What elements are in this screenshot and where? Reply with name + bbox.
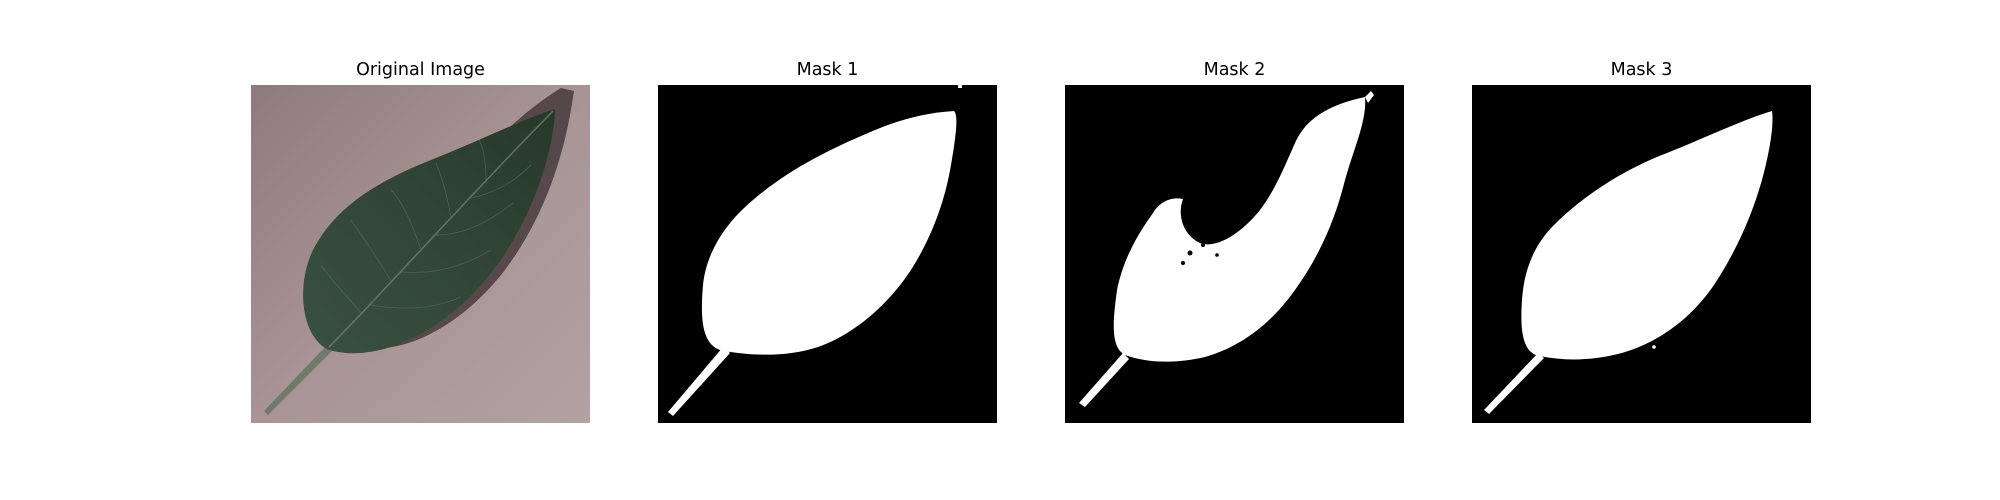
mask-leaf-shape: [1521, 111, 1773, 360]
mask-leaf-shape: [701, 111, 957, 355]
panel-title: Mask 2: [1203, 60, 1266, 80]
mask-petiole: [668, 347, 730, 416]
mask-2-image: [1065, 85, 1404, 423]
panel-title: Mask 3: [1610, 60, 1673, 80]
mask-holes: [1181, 228, 1219, 265]
mask-3-image: [1472, 85, 1811, 423]
panel-title: Mask 1: [796, 60, 859, 80]
original-leaf-photo: [251, 85, 590, 423]
leaf-midrib: [328, 110, 554, 348]
mask-speck: [1652, 345, 1656, 349]
leaf-blade: [303, 109, 555, 354]
mask-1-image: [658, 85, 997, 423]
mask-speck: [958, 85, 962, 88]
leaf-petiole: [264, 345, 333, 415]
panel-title: Original Image: [356, 60, 485, 80]
leaf-veins: [320, 139, 532, 314]
mask-tip: [1365, 91, 1374, 103]
mask-leaf-shape: [1113, 97, 1366, 362]
mask-petiole: [1079, 353, 1129, 407]
mask-petiole: [1484, 353, 1544, 414]
